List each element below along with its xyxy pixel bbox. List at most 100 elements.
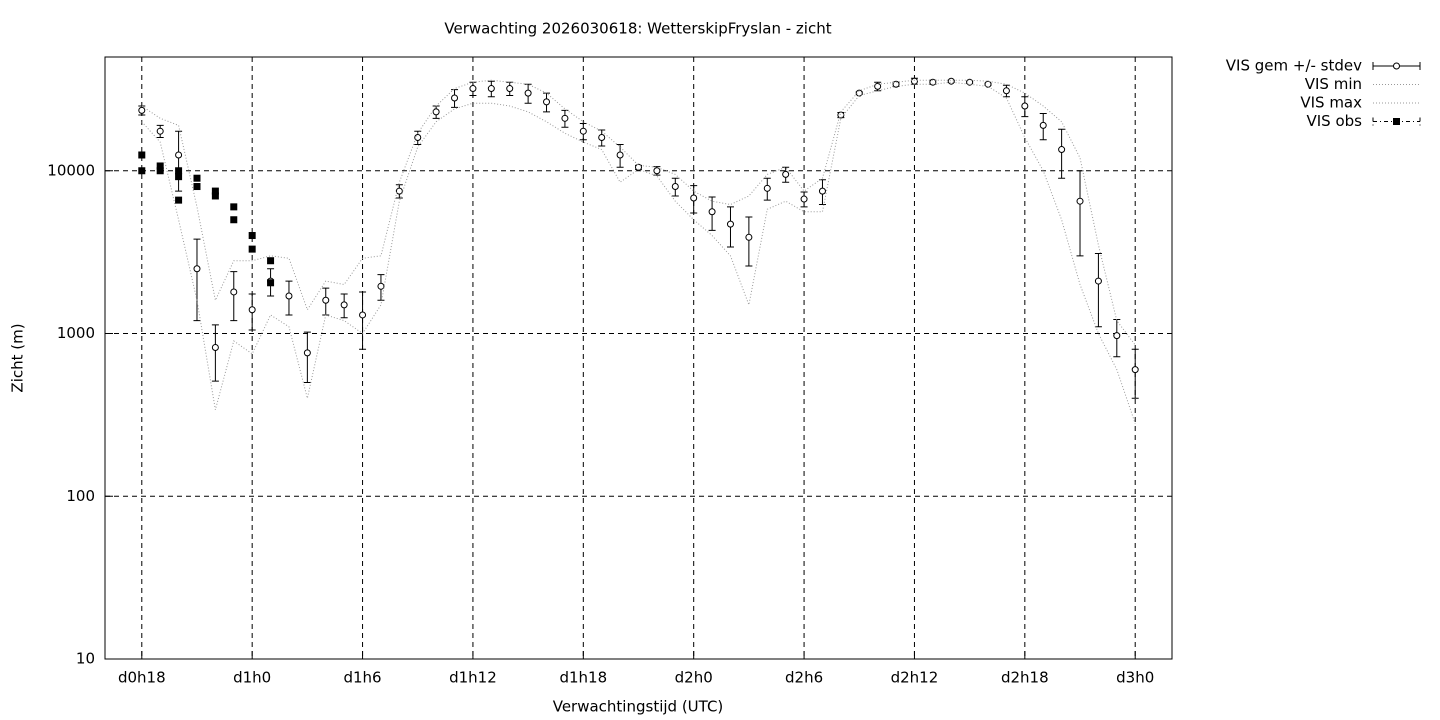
legend-swatch bbox=[1393, 118, 1400, 125]
error-bar bbox=[359, 291, 367, 350]
legend-label: VIS min bbox=[1305, 75, 1362, 93]
x-tick-label: d1h6 bbox=[343, 669, 381, 687]
mean-point bbox=[1076, 197, 1084, 205]
error-bar bbox=[193, 238, 201, 322]
mean-point bbox=[947, 77, 955, 85]
mean-point bbox=[653, 167, 661, 175]
mean-point bbox=[1113, 332, 1121, 340]
obs-point bbox=[248, 232, 256, 240]
obs-point bbox=[175, 167, 183, 175]
obs-point bbox=[248, 245, 256, 253]
mean-point bbox=[726, 220, 734, 228]
mean-point bbox=[193, 265, 201, 273]
error-bar bbox=[211, 324, 219, 382]
x-tick-label: d1h12 bbox=[449, 669, 497, 687]
chart-title: Verwachting 2026030618: WetterskipFrysla… bbox=[444, 20, 831, 38]
y-tick-label: 1000 bbox=[57, 324, 95, 342]
legend-label: VIS obs bbox=[1307, 112, 1363, 130]
error-bar bbox=[1094, 253, 1102, 328]
mean-point bbox=[598, 134, 606, 142]
x-axis-label: Verwachtingstijd (UTC) bbox=[553, 698, 724, 716]
mean-point bbox=[175, 151, 183, 159]
obs-point bbox=[175, 173, 183, 181]
error-bar bbox=[1076, 170, 1084, 257]
x-tick-label: d2h0 bbox=[675, 669, 713, 687]
mean-point bbox=[285, 292, 293, 300]
mean-point bbox=[782, 170, 790, 178]
mean-point bbox=[1131, 366, 1139, 374]
mean-point bbox=[745, 233, 753, 241]
mean-point bbox=[377, 282, 385, 290]
mean-point bbox=[910, 77, 918, 85]
legend-swatch bbox=[1393, 62, 1400, 70]
obs-point bbox=[211, 192, 219, 200]
mean-point bbox=[432, 108, 440, 116]
obs-point bbox=[193, 183, 201, 191]
error-bar bbox=[745, 216, 753, 267]
x-tick-label: d2h6 bbox=[785, 669, 823, 687]
y-tick-label: 10000 bbox=[47, 161, 95, 179]
mean-point bbox=[469, 85, 477, 93]
mean-point bbox=[690, 194, 698, 202]
y-tick-label: 10 bbox=[76, 650, 95, 668]
mean-point bbox=[524, 89, 532, 97]
obs-point bbox=[193, 174, 201, 182]
obs-point bbox=[211, 187, 219, 195]
mean-point bbox=[138, 106, 146, 114]
obs-point bbox=[267, 257, 275, 265]
x-tick-label: d2h12 bbox=[891, 669, 939, 687]
obs-point bbox=[175, 196, 183, 204]
mean-point bbox=[506, 85, 514, 93]
x-tick-label: d1h0 bbox=[233, 669, 271, 687]
obs-point bbox=[156, 162, 164, 170]
error-bar bbox=[1058, 128, 1066, 179]
mean-point bbox=[248, 306, 256, 314]
obs-point bbox=[230, 216, 238, 224]
obs-point bbox=[267, 279, 275, 287]
x-tick-label: d0h18 bbox=[118, 669, 166, 687]
x-tick-label: d1h18 bbox=[559, 669, 607, 687]
obs-point bbox=[230, 203, 238, 211]
mean-point bbox=[929, 78, 937, 86]
plot-frame bbox=[104, 56, 1173, 660]
mean-point bbox=[708, 208, 716, 216]
mean-point bbox=[763, 184, 771, 192]
obs-point bbox=[138, 151, 146, 159]
mean-point bbox=[451, 94, 459, 102]
mean-point bbox=[340, 301, 348, 309]
mean-point bbox=[414, 134, 422, 142]
range-line bbox=[141, 81, 1136, 424]
mean-point bbox=[984, 80, 992, 88]
mean-point bbox=[616, 151, 624, 159]
mean-point bbox=[579, 127, 587, 135]
mean-point bbox=[1021, 102, 1029, 110]
legend-label: VIS gem +/- stdev bbox=[1226, 57, 1362, 75]
mean-point bbox=[874, 82, 882, 90]
mean-point bbox=[303, 349, 311, 357]
mean-point bbox=[1002, 87, 1010, 95]
mean-point bbox=[561, 114, 569, 122]
mean-point bbox=[818, 187, 826, 195]
mean-point bbox=[487, 85, 495, 93]
mean-point bbox=[322, 296, 330, 304]
obs-point bbox=[138, 167, 146, 175]
x-tick-label: d3h0 bbox=[1116, 669, 1154, 687]
mean-point bbox=[837, 111, 845, 119]
x-tick-label: d2h18 bbox=[1001, 669, 1049, 687]
y-tick-label: 100 bbox=[66, 487, 95, 505]
mean-point bbox=[230, 288, 238, 296]
error-bar bbox=[230, 271, 238, 322]
mean-point bbox=[395, 187, 403, 195]
mean-point bbox=[892, 80, 900, 88]
mean-point bbox=[359, 311, 367, 319]
legend-label: VIS max bbox=[1300, 94, 1362, 112]
mean-point bbox=[800, 195, 808, 203]
mean-point bbox=[1039, 121, 1047, 129]
mean-point bbox=[1094, 277, 1102, 285]
error-bar bbox=[175, 130, 183, 192]
y-axis-label: Zicht (m) bbox=[9, 323, 27, 392]
error-bar bbox=[1131, 348, 1139, 399]
mean-point bbox=[156, 127, 164, 135]
